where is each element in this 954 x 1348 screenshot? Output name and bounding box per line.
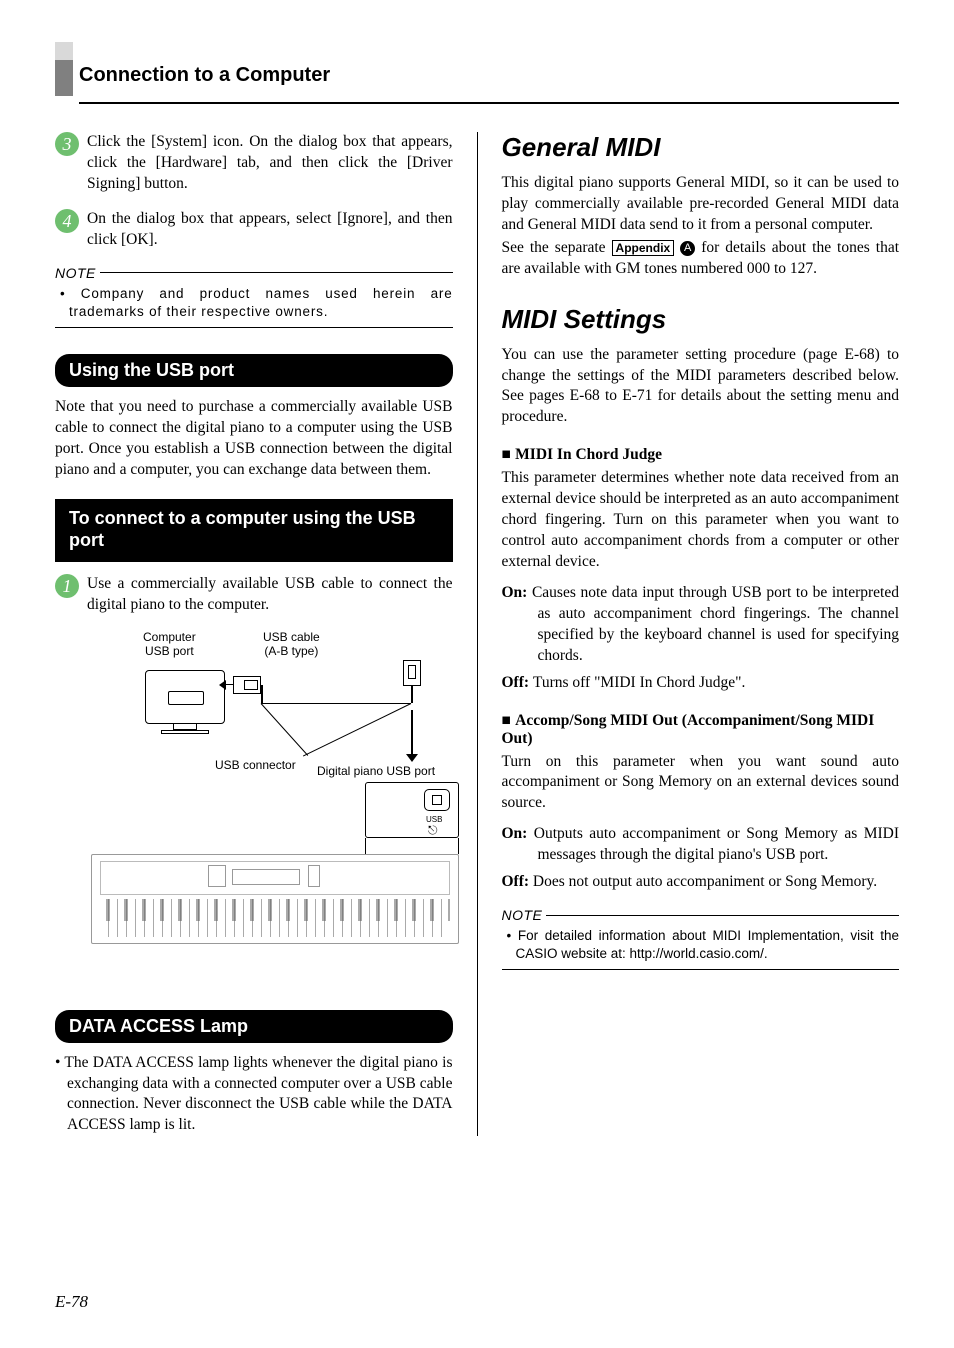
note-header-2: NOTE [502,907,900,923]
gm-body-2a: See the separate [502,239,612,256]
computer-monitor-icon [145,670,225,724]
section-using-usb: Using the USB port [55,354,453,387]
digital-piano-icon: /* keys drawn via repeating gradient */ [91,854,459,944]
header-tab-icon [55,60,73,96]
accomp-heading: ■ Accomp/Song MIDI Out (Accompaniment/So… [502,712,900,748]
usb-body: Note that you need to purchase a commerc… [55,397,453,481]
label-usb-connector: USB connector [215,758,296,772]
label-usb-cable: USB cable (A-B type) [263,630,320,659]
note-rule-2 [546,915,899,916]
usb-b-socket-icon [424,789,450,811]
content-columns: 3 Click the [System] icon. On the dialog… [55,132,899,1136]
note-body-2: • For detailed information about MIDI Im… [502,923,900,967]
pointer-line [365,838,366,854]
accomp-on: On: Outputs auto accompaniment or Song M… [502,824,900,866]
pointer-line [303,703,411,757]
page-number: E-78 [55,1292,88,1312]
heading-midi-settings: MIDI Settings [502,304,900,335]
arrow-line [225,684,233,686]
arrow-down-icon [406,754,418,762]
cable-line [261,685,263,703]
label-computer-usb-port: Computer USB port [143,630,196,659]
usb-a-connector-icon [233,676,261,694]
piano-port-panel: USB ⎋ [365,782,459,838]
cable-line [411,685,413,703]
header: Connection to a Computer [55,60,899,96]
midi-in-on: On: Causes note data input through USB p… [502,583,900,667]
header-rule [79,102,899,104]
accomp-body: Turn on this parameter when you want sou… [502,752,900,815]
section-connect-usb: To connect to a computer using the USB p… [55,499,453,562]
midi-in-off: Off: Turns off "MIDI In Chord Judge". [502,673,900,694]
accomp-off: Off: Does not output auto accompaniment … [502,872,900,893]
note-label-2: NOTE [502,907,543,923]
cable-line [261,703,411,705]
left-column: 3 Click the [System] icon. On the dialog… [55,132,453,1136]
cable-line [411,710,413,756]
heading-general-midi: General MIDI [502,132,900,163]
usb-symbol-icon: ⎋ [428,823,438,838]
circle-a-icon: A [680,241,695,256]
column-divider [477,132,478,1136]
pointer-line [261,703,309,756]
ms-body: You can use the parameter setting proced… [502,345,900,429]
usb-connection-diagram: Computer USB port USB cable (A-B type) [55,630,453,990]
note-label: NOTE [55,265,96,281]
arrow-left-icon [219,680,226,690]
page-title: Connection to a Computer [79,64,330,92]
step-number-icon: 1 [55,574,79,598]
midi-in-heading: ■ MIDI In Chord Judge [502,446,900,464]
step-3-text: Click the [System] icon. On the dialog b… [87,132,453,195]
gm-body-2: See the separate Appendix A for details … [502,238,900,280]
data-access-body: • The DATA ACCESS lamp lights whenever t… [55,1053,453,1137]
step-1b-text: Use a commercially available USB cable t… [87,574,453,616]
note-body: • Company and product names used herein … [55,281,453,325]
step-4: 4 On the dialog box that appears, select… [55,209,453,251]
usb-b-connector-icon [403,660,421,686]
step-number-icon: 3 [55,132,79,156]
midi-in-body: This parameter determines whether note d… [502,468,900,573]
pointer-line [458,838,459,854]
usb-port-icon [168,691,204,705]
step-3: 3 Click the [System] icon. On the dialog… [55,132,453,195]
appendix-box: Appendix [612,240,675,256]
note-end-rule [55,327,453,328]
section-data-access: DATA ACCESS Lamp [55,1010,453,1043]
step-1b: 1 Use a commercially available USB cable… [55,574,453,616]
step-number-icon: 4 [55,209,79,233]
note-header: NOTE [55,265,453,281]
note-rule [100,272,453,273]
label-piano-usb-port: Digital piano USB port [317,764,435,778]
note-end-rule-2 [502,969,900,970]
gm-body-1: This digital piano supports General MIDI… [502,173,900,236]
step-4-text: On the dialog box that appears, select [… [87,209,453,251]
monitor-base-icon [161,730,209,734]
right-column: General MIDI This digital piano supports… [502,132,900,1136]
